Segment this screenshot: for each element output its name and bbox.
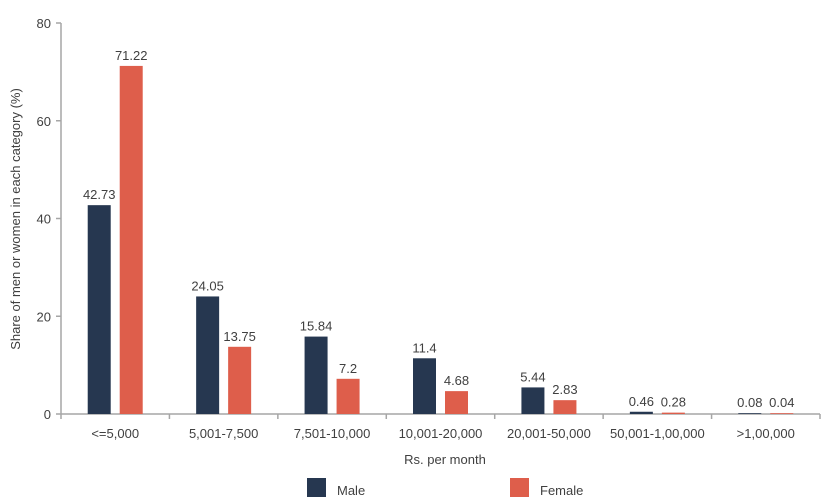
y-axis: 0 20 40 60 80 bbox=[37, 16, 62, 422]
legend: Male Female bbox=[307, 478, 583, 498]
data-label: 0.46 bbox=[629, 394, 654, 409]
y-tick-label: 80 bbox=[37, 16, 51, 31]
data-label: 42.73 bbox=[83, 187, 116, 202]
bar-male bbox=[304, 336, 328, 414]
bar-male bbox=[196, 296, 220, 414]
data-label: 24.05 bbox=[191, 278, 224, 293]
data-label: 0.04 bbox=[769, 395, 794, 410]
x-tick-label: 50,001-1,00,000 bbox=[610, 426, 705, 441]
bar-female bbox=[445, 391, 468, 414]
x-axis: <=5,000 5,001-7,500 7,501-10,000 10,001-20,… bbox=[60, 413, 821, 441]
bar-male bbox=[738, 413, 762, 414]
bar-female bbox=[336, 378, 360, 414]
x-axis-label: Rs. per month bbox=[404, 452, 486, 467]
bar-female bbox=[553, 400, 577, 414]
data-labels: 42.73 24.05 15.84 11.4 5.44 0.46 0.08 71.22 13.7… bbox=[83, 48, 795, 410]
bar-male bbox=[413, 358, 436, 414]
data-label: 71.22 bbox=[115, 48, 148, 63]
legend-swatch-female bbox=[510, 478, 529, 497]
bar-male bbox=[629, 411, 653, 414]
bar-female bbox=[770, 413, 794, 414]
bar-female bbox=[119, 65, 143, 415]
data-label: 13.75 bbox=[223, 329, 256, 344]
data-label: 0.28 bbox=[661, 395, 686, 410]
legend-swatch-male bbox=[307, 478, 326, 497]
data-label: 15.84 bbox=[300, 319, 333, 334]
legend-label-male: Male bbox=[337, 483, 365, 498]
y-tick-label: 40 bbox=[37, 212, 51, 227]
data-label: 11.4 bbox=[412, 340, 436, 355]
bar-male bbox=[521, 387, 545, 414]
data-label: 2.83 bbox=[552, 382, 577, 397]
data-label: 5.44 bbox=[520, 369, 545, 384]
data-label: 0.08 bbox=[737, 395, 762, 410]
y-tick-label: 20 bbox=[37, 309, 51, 324]
data-label: 7.2 bbox=[339, 361, 357, 376]
bar-female bbox=[661, 412, 685, 414]
bar-male bbox=[87, 205, 111, 414]
x-tick-label: >1,00,000 bbox=[737, 426, 795, 441]
bars bbox=[87, 65, 794, 415]
bar-female bbox=[228, 346, 252, 414]
x-tick-label: 7,501-10,000 bbox=[294, 426, 371, 441]
legend-label-female: Female bbox=[540, 483, 583, 498]
y-tick-label: 0 bbox=[44, 407, 51, 422]
x-tick-label: 20,001-50,000 bbox=[507, 426, 591, 441]
x-tick-label: 5,001-7,500 bbox=[189, 426, 258, 441]
data-label: 4.68 bbox=[444, 373, 469, 388]
y-tick-label: 60 bbox=[37, 114, 51, 129]
x-tick-label: 10,001-20,000 bbox=[399, 426, 483, 441]
x-tick-label: <=5,000 bbox=[91, 426, 139, 441]
y-axis-label: Share of men or women in each category (… bbox=[8, 88, 23, 350]
